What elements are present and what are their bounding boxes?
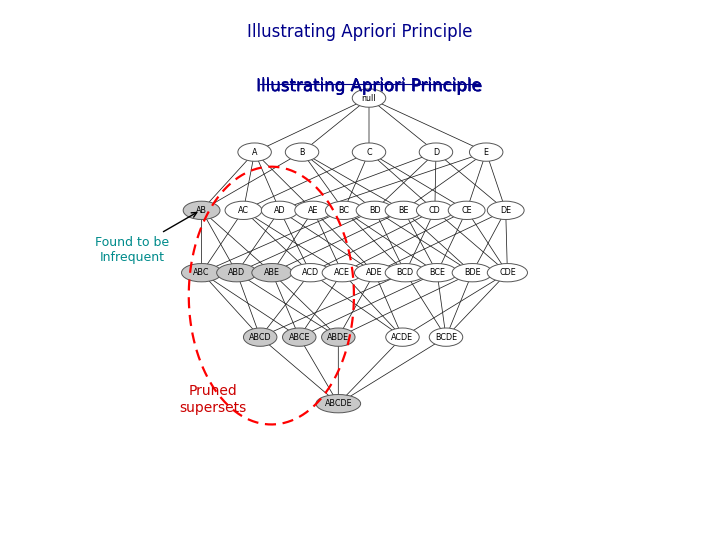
Text: ADE: ADE [366, 268, 383, 277]
Text: CDE: CDE [499, 268, 516, 277]
Ellipse shape [354, 264, 395, 282]
Text: ABDE: ABDE [328, 333, 349, 342]
Text: BCE: BCE [429, 268, 445, 277]
Text: AE: AE [308, 206, 318, 215]
Ellipse shape [243, 328, 277, 346]
Ellipse shape [285, 143, 319, 161]
Text: ABC: ABC [194, 268, 210, 277]
Ellipse shape [294, 201, 332, 219]
Ellipse shape [252, 264, 292, 282]
Text: BCD: BCD [397, 268, 414, 277]
Text: ACDE: ACDE [392, 333, 413, 342]
Ellipse shape [282, 328, 316, 346]
Text: ACD: ACD [302, 268, 319, 277]
Text: BCDE: BCDE [435, 333, 457, 342]
Ellipse shape [261, 201, 298, 219]
Text: ABCD: ABCD [249, 333, 271, 342]
Text: CE: CE [462, 206, 472, 215]
Text: ABD: ABD [228, 268, 246, 277]
Text: E: E [484, 147, 489, 157]
Text: BD: BD [369, 206, 380, 215]
Ellipse shape [352, 143, 386, 161]
Text: Illustrating Apriori Principle: Illustrating Apriori Principle [256, 77, 482, 95]
Ellipse shape [238, 143, 271, 161]
Text: CD: CD [429, 206, 441, 215]
Ellipse shape [429, 328, 463, 346]
Ellipse shape [225, 201, 262, 219]
Text: Pruned
supersets: Pruned supersets [179, 384, 246, 415]
Text: Illustrating Apriori Principle: Illustrating Apriori Principle [247, 23, 473, 40]
Text: BE: BE [398, 206, 409, 215]
Ellipse shape [469, 143, 503, 161]
Text: ABCE: ABCE [289, 333, 310, 342]
Text: BDE: BDE [464, 268, 480, 277]
Ellipse shape [385, 264, 426, 282]
Text: Illustrating Apriori Principle: Illustrating Apriori Principle [256, 77, 482, 95]
Ellipse shape [322, 264, 362, 282]
Text: D: D [433, 147, 439, 157]
Ellipse shape [419, 143, 453, 161]
Ellipse shape [322, 328, 355, 346]
Ellipse shape [325, 201, 362, 219]
Ellipse shape [417, 264, 457, 282]
Text: DE: DE [500, 206, 511, 215]
Ellipse shape [181, 264, 222, 282]
Text: ABCDE: ABCDE [325, 399, 352, 408]
Text: ABE: ABE [264, 268, 280, 277]
Ellipse shape [449, 201, 485, 219]
Ellipse shape [385, 201, 422, 219]
Text: AC: AC [238, 206, 249, 215]
Text: AB: AB [196, 206, 207, 215]
Text: ACE: ACE [334, 268, 350, 277]
Ellipse shape [290, 264, 330, 282]
Ellipse shape [487, 201, 524, 219]
Text: A: A [252, 147, 257, 157]
Ellipse shape [352, 89, 386, 107]
Ellipse shape [217, 264, 257, 282]
Text: BC: BC [338, 206, 349, 215]
Text: Found to be
Infrequent: Found to be Infrequent [95, 212, 197, 264]
Text: null: null [361, 93, 377, 103]
Ellipse shape [386, 328, 419, 346]
Ellipse shape [452, 264, 492, 282]
Text: AD: AD [274, 206, 286, 215]
Ellipse shape [316, 395, 361, 413]
Text: C: C [366, 147, 372, 157]
Ellipse shape [416, 201, 454, 219]
Ellipse shape [487, 264, 528, 282]
Text: B: B [300, 147, 305, 157]
Ellipse shape [356, 201, 393, 219]
Ellipse shape [183, 201, 220, 219]
